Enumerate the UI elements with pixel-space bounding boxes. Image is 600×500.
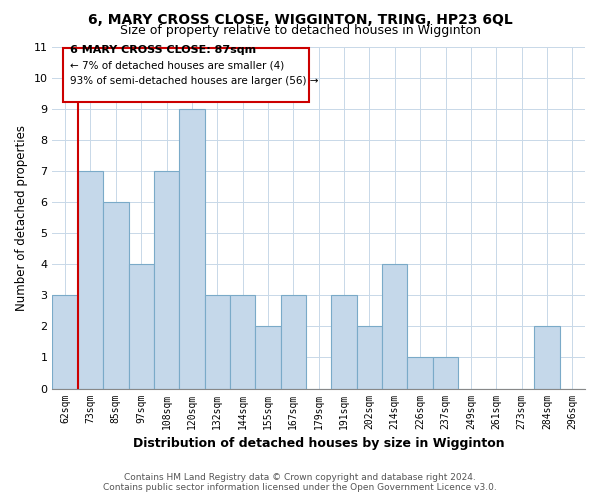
Bar: [433, 358, 458, 388]
Bar: [230, 296, 256, 388]
Text: Contains HM Land Registry data © Crown copyright and database right 2024.
Contai: Contains HM Land Registry data © Crown c…: [103, 473, 497, 492]
Text: Size of property relative to detached houses in Wigginton: Size of property relative to detached ho…: [119, 24, 481, 37]
Text: 93% of semi-detached houses are larger (56) →: 93% of semi-detached houses are larger (…: [70, 76, 319, 86]
Bar: [78, 171, 103, 388]
Bar: [534, 326, 560, 388]
Bar: [205, 296, 230, 388]
Bar: [407, 358, 433, 388]
FancyBboxPatch shape: [62, 48, 308, 102]
Bar: [357, 326, 382, 388]
Bar: [128, 264, 154, 388]
Bar: [154, 171, 179, 388]
Bar: [179, 108, 205, 388]
Bar: [103, 202, 128, 388]
Y-axis label: Number of detached properties: Number of detached properties: [15, 124, 28, 310]
Bar: [382, 264, 407, 388]
Text: 6, MARY CROSS CLOSE, WIGGINTON, TRING, HP23 6QL: 6, MARY CROSS CLOSE, WIGGINTON, TRING, H…: [88, 12, 512, 26]
Bar: [256, 326, 281, 388]
Bar: [281, 296, 306, 388]
Bar: [331, 296, 357, 388]
Bar: [52, 296, 78, 388]
Text: ← 7% of detached houses are smaller (4): ← 7% of detached houses are smaller (4): [70, 60, 284, 70]
X-axis label: Distribution of detached houses by size in Wigginton: Distribution of detached houses by size …: [133, 437, 505, 450]
Text: 6 MARY CROSS CLOSE: 87sqm: 6 MARY CROSS CLOSE: 87sqm: [70, 45, 256, 55]
